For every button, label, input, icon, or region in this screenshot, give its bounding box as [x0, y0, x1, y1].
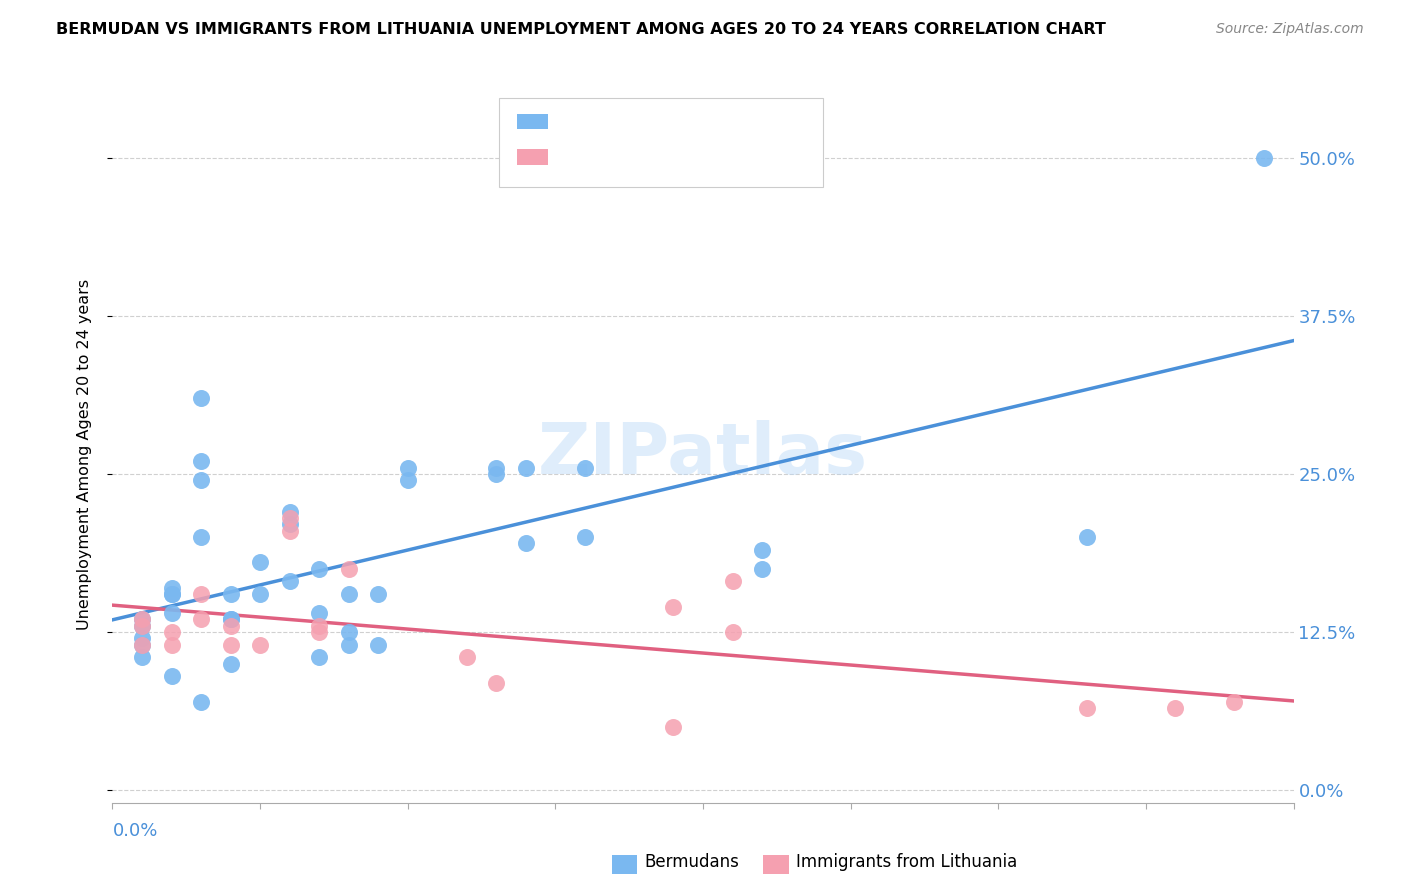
Text: Immigrants from Lithuania: Immigrants from Lithuania	[796, 853, 1017, 871]
Point	[219, 587, 242, 601]
Point	[219, 612, 242, 626]
Point	[160, 581, 183, 595]
Point	[485, 460, 508, 475]
Point	[337, 587, 360, 601]
Text: 0.0%: 0.0%	[112, 822, 157, 840]
Point	[1164, 701, 1187, 715]
Text: 0.506: 0.506	[593, 118, 645, 136]
Text: N =: N =	[654, 118, 690, 136]
Point	[219, 618, 242, 632]
Point	[278, 517, 301, 532]
Point	[574, 530, 596, 544]
Text: R =: R =	[560, 153, 596, 171]
Y-axis label: Unemployment Among Ages 20 to 24 years: Unemployment Among Ages 20 to 24 years	[77, 279, 91, 631]
Point	[662, 720, 685, 734]
Point	[308, 606, 330, 620]
Point	[160, 625, 183, 640]
Point	[337, 625, 360, 640]
Point	[131, 632, 153, 646]
Point	[662, 599, 685, 614]
Point	[308, 562, 330, 576]
Point	[190, 473, 212, 487]
Text: BERMUDAN VS IMMIGRANTS FROM LITHUANIA UNEMPLOYMENT AMONG AGES 20 TO 24 YEARS COR: BERMUDAN VS IMMIGRANTS FROM LITHUANIA UN…	[56, 22, 1107, 37]
Point	[367, 587, 389, 601]
Point	[515, 536, 537, 550]
Point	[751, 542, 773, 557]
Point	[721, 625, 744, 640]
Point	[249, 587, 271, 601]
Point	[278, 511, 301, 525]
Point	[721, 574, 744, 589]
Point	[190, 530, 212, 544]
Point	[190, 695, 212, 709]
Point	[278, 574, 301, 589]
Point	[190, 391, 212, 405]
Point	[337, 562, 360, 576]
Text: N =: N =	[654, 153, 690, 171]
Point	[751, 562, 773, 576]
Point	[249, 556, 271, 570]
Point	[337, 638, 360, 652]
Text: Bermudans: Bermudans	[644, 853, 738, 871]
Point	[190, 454, 212, 468]
Text: 24: 24	[692, 153, 716, 171]
Point	[1076, 701, 1098, 715]
Point	[160, 587, 183, 601]
Point	[131, 612, 153, 626]
Text: 44: 44	[692, 118, 716, 136]
Text: Source: ZipAtlas.com: Source: ZipAtlas.com	[1216, 22, 1364, 37]
Point	[160, 669, 183, 683]
Point	[456, 650, 478, 665]
Point	[1223, 695, 1246, 709]
Text: -0.218: -0.218	[593, 153, 652, 171]
Point	[308, 625, 330, 640]
Point	[278, 524, 301, 538]
Point	[219, 657, 242, 671]
Point	[515, 460, 537, 475]
Point	[574, 460, 596, 475]
Point	[278, 505, 301, 519]
Point	[190, 587, 212, 601]
Point	[249, 638, 271, 652]
Text: R =: R =	[560, 118, 596, 136]
Point	[131, 618, 153, 632]
Point	[308, 618, 330, 632]
Point	[1076, 530, 1098, 544]
Point	[160, 638, 183, 652]
Point	[131, 638, 153, 652]
Point	[131, 638, 153, 652]
Point	[190, 612, 212, 626]
Point	[219, 612, 242, 626]
Point	[1253, 151, 1275, 165]
Point	[485, 467, 508, 481]
Point	[131, 612, 153, 626]
Point	[485, 675, 508, 690]
Point	[131, 618, 153, 632]
Point	[396, 473, 419, 487]
Text: ZIPatlas: ZIPatlas	[538, 420, 868, 490]
Point	[396, 460, 419, 475]
Point	[131, 650, 153, 665]
Point	[160, 606, 183, 620]
Point	[219, 638, 242, 652]
Point	[160, 587, 183, 601]
Point	[367, 638, 389, 652]
Point	[308, 650, 330, 665]
